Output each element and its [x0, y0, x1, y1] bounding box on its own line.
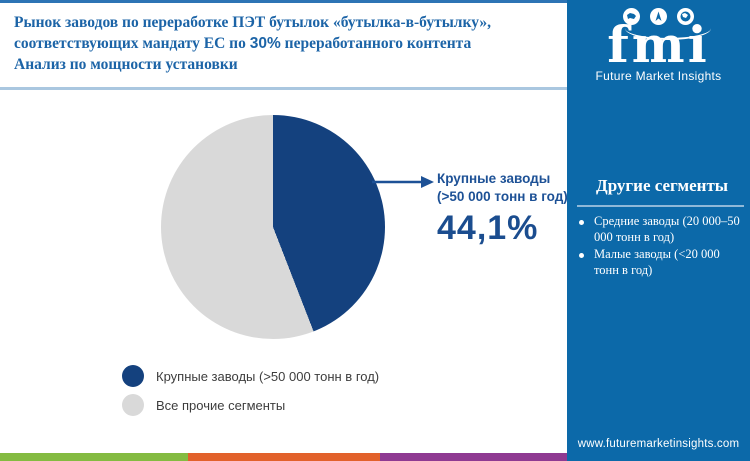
- logo-icons: [567, 8, 750, 26]
- pie-callout: Крупные заводы (>50 000 тонн в год) 44,1…: [437, 170, 571, 248]
- legend-label: Все прочие сегменты: [156, 397, 286, 413]
- footer-stripes: [0, 453, 567, 461]
- title-text-1: Рынок заводов по переработке ПЭТ бутылок…: [14, 14, 491, 52]
- title-text-2: переработанного контента: [280, 35, 472, 52]
- list-item-text: Малые заводы (<20 000 тонн в год): [594, 247, 720, 277]
- legend-swatch-gray-icon: [122, 394, 144, 416]
- list-item: Малые заводы (<20 000 тонн в год): [579, 247, 747, 278]
- top-accent-line: [0, 0, 567, 3]
- website-link[interactable]: www.futuremarketinsights.com: [577, 438, 740, 450]
- callout-arrow-icon: [372, 176, 434, 188]
- legend-item-other-segments: Все прочие сегменты: [122, 394, 379, 416]
- logo-tagline: Future Market Insights: [595, 69, 722, 83]
- list-item-text: Средние заводы (20 000–50 000 тонн в год…: [594, 214, 740, 244]
- compass-icon: [650, 8, 667, 25]
- list-item: Средние заводы (20 000–50 000 тонн в год…: [579, 214, 747, 245]
- bullet-dot-icon: [579, 253, 584, 258]
- pie-chart: [161, 115, 385, 339]
- footer-stripe-green: [0, 453, 188, 461]
- chart-legend: Крупные заводы (>50 000 тонн в год) Все …: [122, 365, 379, 423]
- fmi-logo: fmi Future Market Insights: [567, 6, 750, 83]
- right-sidebar: fmi Future Market Insights Другие сегмен…: [567, 0, 750, 461]
- callout-label: Крупные заводы (>50 000 тонн в год): [437, 171, 568, 204]
- title-divider-line: [0, 87, 567, 90]
- legend-swatch-blue-icon: [122, 365, 144, 387]
- sidebar-heading: Другие сегменты: [596, 176, 729, 195]
- sidebar-bullet-list: Средние заводы (20 000–50 000 тонн в год…: [579, 214, 747, 280]
- logo-swoosh: [625, 26, 711, 40]
- legend-item-large-plants: Крупные заводы (>50 000 тонн в год): [122, 365, 379, 387]
- sidebar-divider-line: [577, 205, 744, 207]
- globe-icon: [677, 8, 694, 25]
- legend-label: Крупные заводы (>50 000 тонн в год): [156, 368, 380, 384]
- footer-stripe-orange: [188, 453, 380, 461]
- footer-stripe-purple: [380, 453, 567, 461]
- bullet-dot-icon: [579, 220, 584, 225]
- page-title: Рынок заводов по переработке ПЭТ бутылок…: [14, 12, 566, 75]
- title-highlight-30pct: 30%: [249, 35, 281, 52]
- page-subtitle: Анализ по мощности установки: [14, 56, 238, 73]
- map-icon: [623, 8, 640, 25]
- callout-value: 44,1%: [437, 209, 539, 247]
